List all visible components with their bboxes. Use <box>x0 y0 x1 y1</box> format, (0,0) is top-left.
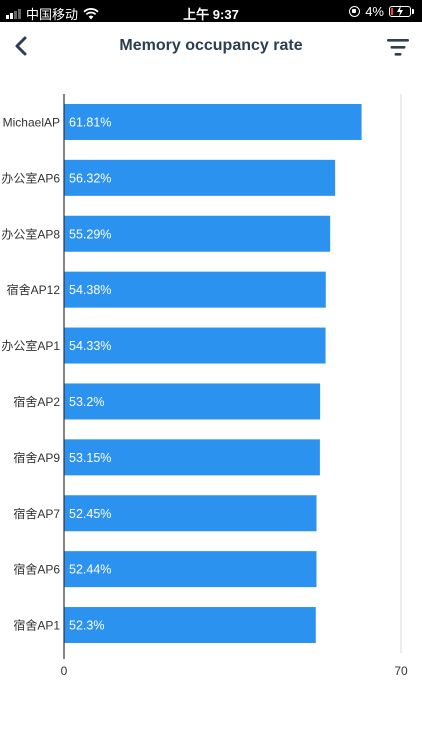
bar-value-label: 54.38% <box>69 283 111 297</box>
bar[interactable] <box>64 103 362 140</box>
battery-tip <box>412 9 414 14</box>
bar[interactable] <box>64 327 326 364</box>
wifi-icon <box>83 7 99 19</box>
orientation-lock-icon <box>349 6 361 17</box>
bar-value-label: 52.45% <box>69 507 111 521</box>
category-label: 宿舍AP6 <box>13 562 60 577</box>
bar-value-label: 54.33% <box>69 339 111 353</box>
battery-icon <box>389 5 411 17</box>
bar-value-label: 53.15% <box>69 451 111 465</box>
bar-value-label: 61.81% <box>69 115 111 129</box>
filter-button[interactable] <box>386 36 410 58</box>
category-label: 宿舍AP7 <box>13 506 60 521</box>
bar-value-label: 52.44% <box>69 563 111 577</box>
category-label: MichaelAP <box>3 115 60 129</box>
bar[interactable] <box>64 159 336 196</box>
status-right: 4% <box>349 4 414 19</box>
signal-icon <box>6 8 21 19</box>
bar-chart: 61.81% MichaelAP 56.32% 办公室AP6 55.29% 办公室AP8 5… <box>1 94 408 678</box>
bar[interactable] <box>64 215 331 252</box>
bar[interactable] <box>64 271 326 308</box>
bar-value-label: 53.2% <box>69 395 104 409</box>
bar[interactable] <box>64 551 317 588</box>
status-left: 中国移动 <box>6 4 99 23</box>
carrier-label: 中国移动 <box>26 7 79 22</box>
category-label: 宿舍AP2 <box>13 394 60 409</box>
page-title: Memory occupancy rate <box>119 37 303 54</box>
category-label: 办公室AP8 <box>1 226 60 241</box>
battery-percent: 4% <box>365 4 384 19</box>
bar-value-label: 55.29% <box>69 227 111 241</box>
bar[interactable] <box>64 495 317 532</box>
category-label: 办公室AP1 <box>1 338 60 353</box>
bar[interactable] <box>64 383 321 420</box>
nav-bar: Memory occupancy rate <box>0 22 422 72</box>
back-button[interactable] <box>8 32 36 60</box>
bar-value-label: 56.32% <box>69 171 111 185</box>
category-label: 宿舍AP12 <box>7 282 61 297</box>
x-tick-label: 0 <box>61 664 68 678</box>
category-label: 宿舍AP1 <box>13 618 60 633</box>
filter-icon <box>387 39 409 56</box>
category-label: 宿舍AP9 <box>13 450 60 465</box>
bar[interactable] <box>64 607 316 644</box>
status-bar: 中国移动 上午 9:37 4% <box>0 0 422 22</box>
status-time: 上午 9:37 <box>183 7 239 22</box>
bar[interactable] <box>64 439 320 476</box>
category-label: 办公室AP6 <box>1 170 60 185</box>
bar-value-label: 52.3% <box>69 619 104 633</box>
chevron-left-icon <box>15 36 27 56</box>
x-tick-label: 70 <box>394 664 408 678</box>
